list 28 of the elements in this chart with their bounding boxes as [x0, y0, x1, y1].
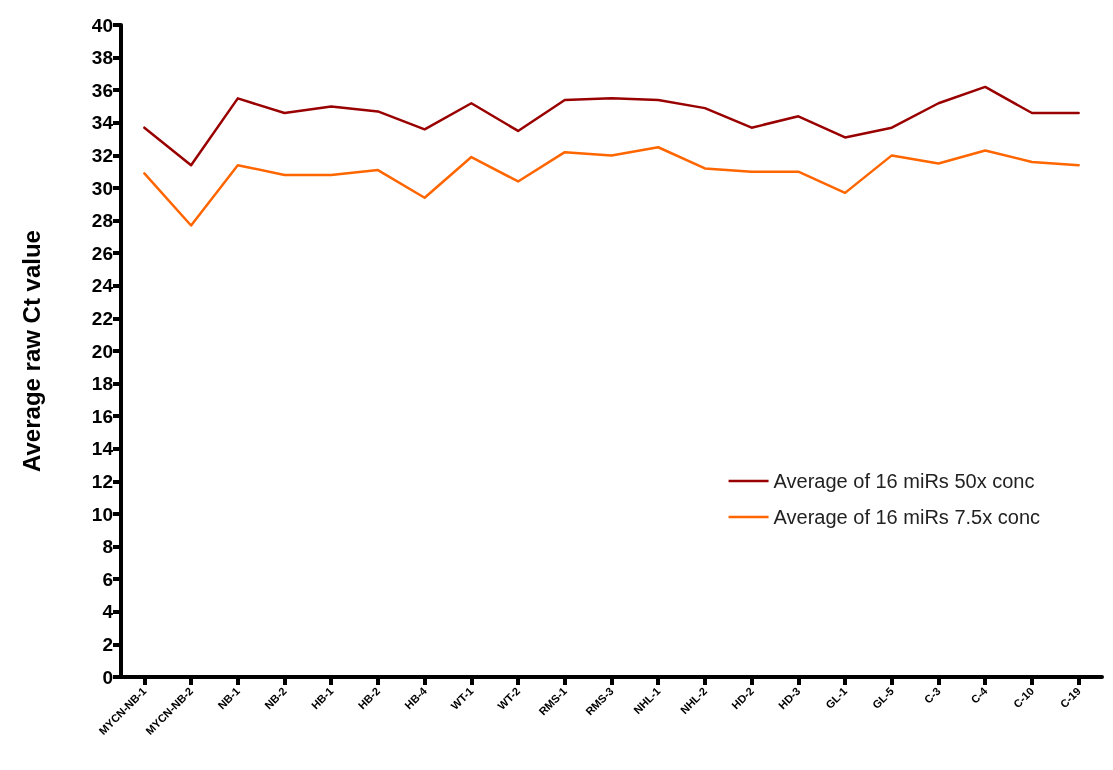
line-series — [143, 146, 1080, 227]
y-tick-label: 40 — [91, 14, 113, 36]
y-tick-label: 36 — [91, 79, 113, 101]
y-axis-title: Average raw Ct value — [17, 230, 45, 472]
y-tick-label: 30 — [91, 177, 113, 199]
legend-label: Average of 16 miRs 50x conc — [773, 470, 1035, 492]
y-tick-label: 34 — [91, 112, 114, 134]
y-tick-label: 24 — [91, 275, 114, 297]
y-tick-label: 0 — [102, 666, 113, 688]
y-tick-label: 14 — [91, 438, 114, 460]
y-tick-label: 20 — [91, 340, 113, 362]
y-tick-label: 8 — [102, 536, 113, 558]
y-tick-label: 2 — [102, 633, 113, 655]
y-tick-label: 28 — [91, 210, 113, 232]
y-tick-label: 12 — [91, 470, 113, 492]
y-tick-label: 26 — [91, 242, 113, 264]
x-tick-label: C-3 — [921, 684, 943, 706]
y-tick-label: 22 — [91, 307, 113, 329]
line-series — [143, 85, 1080, 167]
legend-label: Average of 16 miRs 7.5x conc — [773, 506, 1040, 528]
y-tick-label: 16 — [91, 405, 113, 427]
y-tick-label: 4 — [102, 601, 114, 623]
y-tick-label: 32 — [91, 144, 113, 166]
y-tick-label: 18 — [91, 373, 113, 395]
y-tick-label: 6 — [102, 568, 113, 590]
x-tick-label: C-4 — [968, 684, 991, 706]
y-tick-label: 10 — [91, 503, 113, 525]
y-tick-label: 38 — [91, 47, 113, 69]
